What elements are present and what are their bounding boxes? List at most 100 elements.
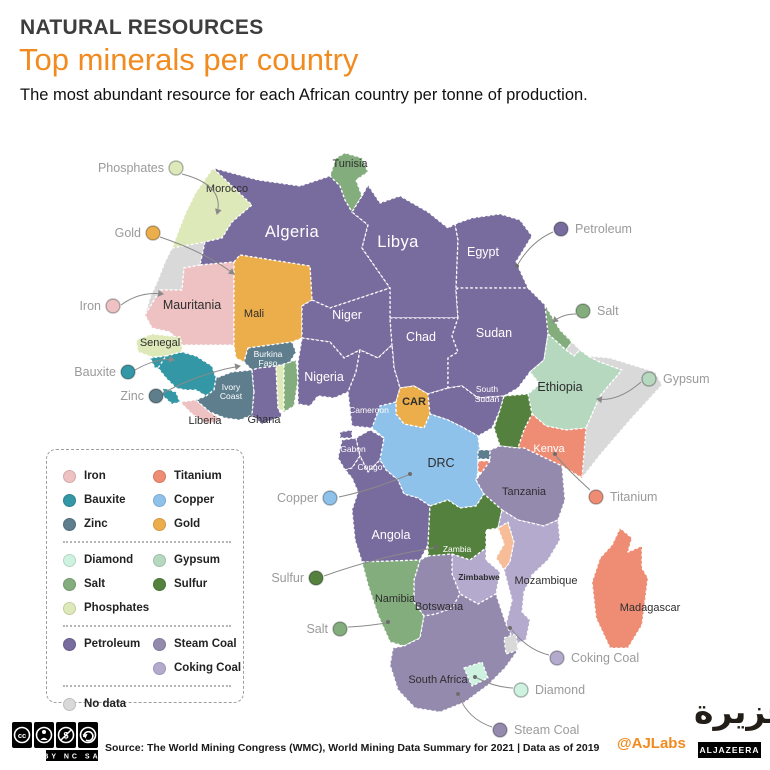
legend-item-steam-coal: Steam Coal xyxy=(153,637,237,651)
callout-titanium-line xyxy=(555,455,591,491)
callout-steam-line xyxy=(458,695,493,728)
callout-titanium-end xyxy=(553,452,557,456)
country-mali xyxy=(233,254,313,363)
cc-sa-icon xyxy=(78,722,98,748)
country-benin xyxy=(283,359,299,413)
country-label-mozambique: Mozambique xyxy=(515,575,578,587)
callout-copper-line xyxy=(338,474,409,498)
legend-item-zinc: Zinc xyxy=(63,517,151,531)
cc-label-bar xyxy=(46,750,98,761)
callout-salt-ne-label: Salt xyxy=(597,304,619,318)
country-senegal xyxy=(135,333,183,358)
legend-item-bauxite: Bauxite xyxy=(63,493,151,507)
callout-gold-label: Gold xyxy=(115,226,141,240)
country-label-kenya: Kenya xyxy=(533,443,565,455)
country-nigeria xyxy=(297,337,361,407)
country-label-zambia: Zambia xyxy=(443,544,472,554)
callout-bauxite-line xyxy=(134,355,175,371)
subtitle: The most abundant resource for each Afri… xyxy=(20,86,588,104)
country-label-angola: Angola xyxy=(372,528,411,542)
callout-iron-dot xyxy=(105,298,121,314)
legend-item-no-data: No data xyxy=(63,697,151,711)
legend-label: Coking Coal xyxy=(174,662,242,674)
country-botswana xyxy=(413,553,461,617)
callout-sulfur-end xyxy=(434,545,438,549)
country-labels: Morocco Algeria Tunisia Libya Egypt Maur… xyxy=(140,158,681,686)
country-eswatini xyxy=(503,633,519,655)
legend-item-coking-coal: Coking Coal xyxy=(153,661,242,675)
callout-bauxite-dot xyxy=(120,364,136,380)
callout-copper-dot xyxy=(322,490,338,506)
legend-item-sulfur: Sulfur xyxy=(153,577,231,591)
country-label-tunisia: Tunisia xyxy=(332,158,368,170)
callout-diamond-line xyxy=(476,677,514,689)
country-label-south-sudan-1: South xyxy=(476,384,498,394)
callout-sulfur-label: Sulfur xyxy=(271,571,304,585)
country-label-nigeria: Nigeria xyxy=(304,370,344,384)
country-burkina-faso xyxy=(243,341,297,371)
country-label-botswana: Botswana xyxy=(415,601,464,613)
bauxite-swatch xyxy=(63,493,76,507)
callout-gypsum-label: Gypsum xyxy=(663,372,710,386)
callout-bauxite-label: Bauxite xyxy=(74,365,116,379)
legend-label: Iron xyxy=(84,470,106,482)
callouts: Phosphates Gold Iron Bauxite Zinc Petrol… xyxy=(74,160,710,738)
titanium-swatch xyxy=(153,469,166,483)
callout-salt-sw-dot xyxy=(332,621,348,637)
legend-item-salt: Salt xyxy=(63,577,151,591)
legend-item-gold: Gold xyxy=(153,517,231,531)
no-data-swatch xyxy=(63,697,76,711)
copper-swatch xyxy=(153,493,166,507)
callout-petroleum-end xyxy=(515,264,519,268)
callout-zinc-label: Zinc xyxy=(120,389,144,403)
country-label-ivory-coast-1: Ivory xyxy=(222,382,241,392)
legend-label: Petroleum xyxy=(84,638,141,650)
legend-item-copper: Copper xyxy=(153,493,231,507)
country-madagascar xyxy=(591,527,649,649)
legend-label: Salt xyxy=(84,578,106,590)
legend-label: Gold xyxy=(174,518,201,530)
coking-coal-swatch xyxy=(153,661,166,675)
callout-steam-dot xyxy=(492,722,508,738)
country-label-zimbabwe: Zimbabwe xyxy=(458,572,500,582)
country-label-south-africa: South Africa xyxy=(408,674,468,686)
country-ivory-coast xyxy=(195,369,255,421)
legend-label: Bauxite xyxy=(84,494,126,506)
legend-item-titanium: Titanium xyxy=(153,469,231,483)
country-label-ethiopia: Ethiopia xyxy=(537,380,582,394)
callout-coking-label: Coking Coal xyxy=(571,651,639,665)
callout-coking-line xyxy=(511,629,550,656)
callout-titanium-dot xyxy=(588,489,604,505)
sulfur-swatch xyxy=(153,577,166,591)
callout-sulfur-dot xyxy=(308,570,324,586)
callout-sulfur-line xyxy=(323,547,435,577)
country-libya xyxy=(351,184,459,319)
country-ethiopia xyxy=(527,333,623,431)
country-label-libya: Libya xyxy=(377,233,419,251)
country-label-liberia: Liberia xyxy=(188,415,222,427)
iron-swatch xyxy=(63,469,76,483)
cc-nc-icon: $ xyxy=(56,722,76,748)
callout-petroleum-label: Petroleum xyxy=(575,222,632,236)
callout-phosphates-label: Phosphates xyxy=(98,161,164,175)
country-label-burkina-2: Faso xyxy=(259,358,278,368)
country-label-algeria: Algeria xyxy=(265,223,320,241)
country-sudan xyxy=(447,287,561,399)
cc-badges: cc $ BY NC SA xyxy=(12,720,100,769)
legend-label: Steam Coal xyxy=(174,638,237,650)
callout-titanium-label: Titanium xyxy=(610,490,657,504)
country-label-gabon: Gabon xyxy=(340,444,366,454)
legend: Iron Titanium Bauxite Copper Zinc Gold D… xyxy=(46,449,244,711)
legend-label: Titanium xyxy=(174,470,222,482)
cc-labels: BY NC SA xyxy=(43,754,100,761)
country-label-ivory-coast-2: Coast xyxy=(220,391,243,401)
country-zimbabwe xyxy=(451,547,501,605)
country-rwanda xyxy=(477,449,491,460)
legend-item-petroleum: Petroleum xyxy=(63,637,151,651)
callout-iron-label: Iron xyxy=(79,299,101,313)
gypsum-swatch xyxy=(153,553,166,567)
callout-gypsum-line xyxy=(596,381,642,404)
country-label-madagascar: Madagascar xyxy=(620,602,681,614)
legend-item-diamond: Diamond xyxy=(63,553,151,567)
aljazeera-logo-icon: الجزيرة xyxy=(694,692,770,731)
